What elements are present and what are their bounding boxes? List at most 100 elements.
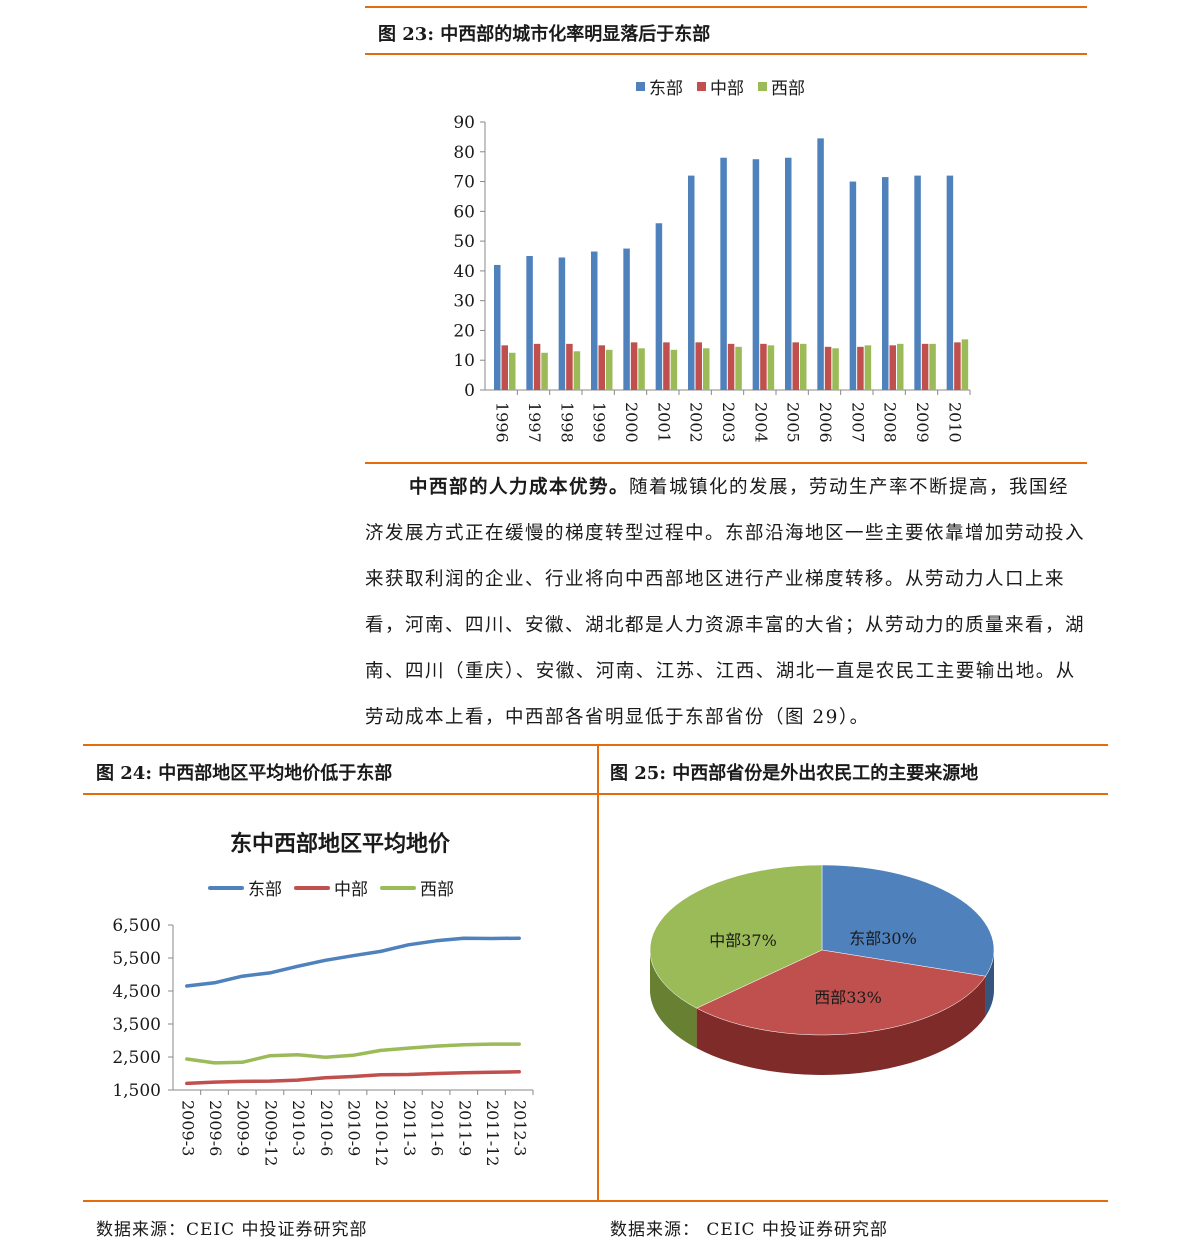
bar-y-tick-label: 10: [453, 351, 475, 371]
bar-1999-西部: [606, 349, 613, 390]
bar-2003-东部: [720, 157, 727, 390]
bar-1999-中部: [598, 345, 605, 390]
bar-x-tick-label: 2000: [622, 402, 641, 443]
bar-2010-东部: [946, 175, 954, 390]
fig24-25-divider: [597, 744, 599, 1202]
bar-2001-东部: [655, 223, 663, 390]
legend-swatch-west: [758, 82, 767, 91]
bar-2001-中部: [663, 342, 670, 390]
line-x-tick-label: 2011-6: [428, 1100, 447, 1156]
line-y-tick-label: 1,500: [112, 1081, 161, 1101]
bar-2004-西部: [767, 345, 775, 390]
bar-2009-东部: [914, 175, 921, 390]
fig24-25-top-rule: [83, 744, 1108, 746]
migrant-source-pie-chart: 东部30% 西部33% 中部37%: [649, 864, 995, 1075]
bar-1997-西部: [541, 352, 548, 390]
urbanization-bar-chart: 0 10 20 30 40 50 60 70 80 90 1996 1997 1998 1999 2000 2…: [453, 113, 971, 443]
pie-slice-中部: [649, 864, 823, 1009]
bar-x-tick-label: 2003: [719, 402, 738, 443]
bar-2005-东部: [785, 157, 792, 390]
bar-y-tick-label: 80: [453, 143, 475, 163]
bar-2006-东部: [817, 138, 824, 390]
bar-2007-西部: [864, 345, 872, 390]
fig25-source: 数据来源： CEIC 中投证券研究部: [610, 1220, 888, 1240]
bar-2006-西部: [832, 348, 839, 390]
fig23-bottom-rule: [365, 462, 1087, 464]
line-x-tick-label: 2009-12: [261, 1100, 280, 1166]
bar-1998-西部: [573, 351, 581, 390]
line-legend-label-west: 西部: [420, 880, 454, 900]
bar-x-tick-label: 2009: [913, 402, 932, 443]
fig23-top-rule: [365, 6, 1087, 8]
fig24-25-title-rule: [83, 793, 1108, 795]
line-x-tick-label: 2012-3: [511, 1100, 530, 1156]
pie-label-中部: 中部37%: [709, 931, 777, 950]
line-y-tick-label: 2,500: [112, 1048, 161, 1068]
bar-x-tick-label: 2005: [784, 402, 803, 443]
bar-2000-东部: [623, 248, 630, 390]
bar-2004-东部: [752, 159, 760, 390]
bar-y-tick-label: 60: [453, 202, 475, 222]
line-legend-swatch-central: [294, 885, 330, 890]
bar-x-tick-label: 2006: [816, 402, 835, 443]
bar-x-tick-label: 2001: [654, 402, 673, 443]
bar-2005-西部: [800, 343, 807, 390]
bar-1998-中部: [566, 343, 573, 390]
pie-side-西部: [696, 976, 986, 1075]
fig24-legend: 东部 中部 西部: [196, 875, 454, 900]
line-x-tick-label: 2009-6: [206, 1100, 225, 1156]
bar-x-tick-label: 1997: [525, 402, 544, 443]
line-series-西部: [185, 1042, 521, 1065]
pie-side-中部: [650, 950, 697, 1049]
legend-label-west: 西部: [771, 79, 805, 99]
legend-label-east: 东部: [649, 79, 683, 99]
bar-2003-中部: [727, 343, 735, 390]
bar-y-tick-label: 40: [453, 262, 475, 282]
line-x-tick-label: 2011-3: [400, 1100, 419, 1156]
bar-2009-中部: [921, 343, 929, 390]
bar-2010-西部: [961, 339, 969, 390]
bar-1997-中部: [533, 343, 541, 390]
line-x-tick-label: 2011-9: [455, 1100, 474, 1156]
land-price-chart-title: 东中西部地区平均地价: [229, 831, 450, 857]
bar-2004-中部: [760, 343, 767, 390]
bar-x-tick-label: 2002: [687, 402, 706, 443]
pie-label-东部: 东部30%: [849, 929, 917, 948]
line-series-东部: [185, 936, 521, 988]
line-x-tick-label: 2010-9: [345, 1100, 364, 1156]
bar-1996-西部: [509, 352, 516, 390]
bar-2007-东部: [849, 181, 857, 390]
line-x-tick-label: 2009-3: [178, 1100, 197, 1156]
line-y-tick-label: 4,500: [112, 982, 161, 1002]
legend-swatch-central: [697, 82, 706, 91]
paragraph-lead: 中西部的人力成本优势。: [409, 477, 630, 498]
bar-y-tick-label: 90: [453, 113, 475, 133]
pie-label-西部: 西部33%: [814, 988, 882, 1007]
line-y-tick-label: 6,500: [112, 916, 161, 936]
bar-x-tick-label: 1998: [557, 402, 576, 443]
bar-2001-西部: [670, 349, 678, 390]
bar-y-tick-label: 50: [453, 232, 475, 252]
bar-2008-西部: [897, 343, 904, 390]
bar-2007-中部: [857, 346, 864, 390]
bar-y-tick-label: 20: [453, 321, 475, 341]
line-y-tick-label: 5,500: [112, 949, 161, 969]
bar-1997-东部: [526, 256, 533, 390]
bar-2006-中部: [824, 346, 832, 390]
bar-2002-东部: [688, 175, 695, 390]
bar-y-tick-label: 30: [453, 292, 475, 312]
bar-x-tick-label: 2007: [848, 402, 867, 443]
line-legend-label-east: 东部: [248, 880, 282, 900]
bar-1996-东部: [494, 264, 501, 390]
bar-2000-西部: [638, 348, 645, 390]
pie-slice-东部: [821, 864, 995, 977]
line-x-tick-label: 2010-6: [317, 1100, 336, 1156]
bar-2010-中部: [954, 342, 961, 390]
bar-x-tick-label: 2008: [881, 402, 900, 443]
pie-slice-西部: [696, 949, 987, 1036]
land-price-line-chart: 6,500 5,500 4,500 3,500 2,500 1,500 2009-3 2009…: [112, 916, 534, 1166]
fig23-legend: 东部 中部 西部: [622, 74, 805, 99]
bar-1996-中部: [501, 345, 508, 390]
bar-x-tick-label: 2004: [751, 402, 770, 443]
line-legend-swatch-west: [380, 885, 416, 890]
